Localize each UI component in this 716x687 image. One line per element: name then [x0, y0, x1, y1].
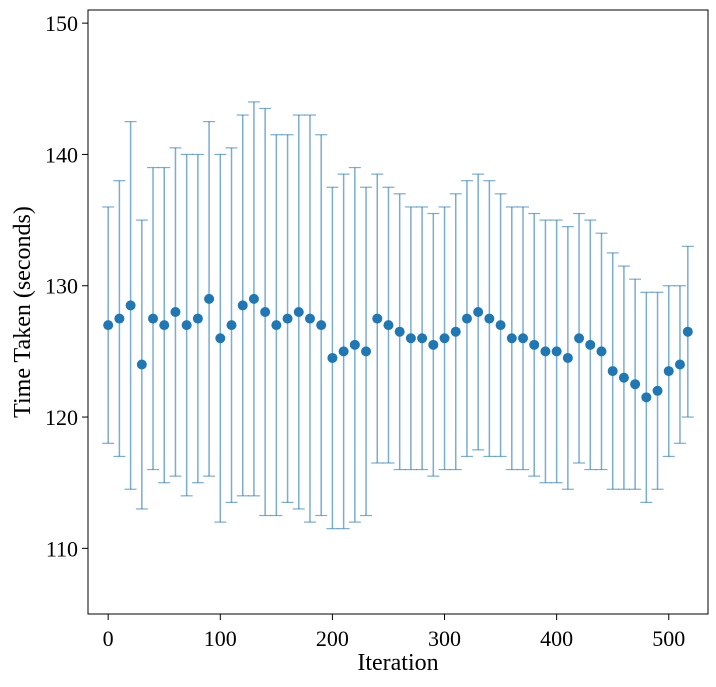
- data-point: [338, 346, 349, 357]
- data-point: [215, 333, 226, 344]
- data-point: [596, 346, 607, 357]
- data-point: [461, 313, 472, 324]
- data-point: [618, 372, 629, 383]
- data-point: [394, 326, 405, 337]
- data-point: [204, 293, 215, 304]
- data-point: [226, 320, 237, 331]
- data-point: [159, 320, 170, 331]
- x-tick-label: 100: [204, 626, 237, 651]
- data-point: [282, 313, 293, 324]
- data-point: [663, 366, 674, 377]
- data-point: [585, 339, 596, 350]
- x-tick-label: 500: [652, 626, 685, 651]
- data-point: [450, 326, 461, 337]
- x-axis-title: Iteration: [357, 650, 438, 676]
- data-point: [641, 392, 652, 403]
- data-point: [237, 300, 248, 311]
- data-point: [260, 307, 271, 317]
- data-point: [484, 313, 495, 324]
- data-point: [652, 385, 663, 396]
- x-tick-label: 200: [316, 626, 349, 651]
- data-point: [439, 333, 450, 344]
- data-point: [148, 313, 159, 324]
- data-point: [674, 359, 685, 370]
- data-point: [682, 326, 693, 337]
- y-axis-title: Time Taken (seconds): [10, 206, 36, 418]
- y-tick-label: 130: [45, 274, 78, 299]
- data-point: [125, 300, 136, 311]
- data-point: [293, 307, 304, 317]
- y-tick-label: 110: [46, 536, 78, 561]
- data-point: [495, 320, 506, 331]
- data-point: [248, 293, 259, 304]
- x-tick-label: 300: [428, 626, 461, 651]
- data-point: [428, 339, 439, 350]
- data-point: [540, 346, 551, 357]
- data-point: [607, 366, 618, 377]
- data-point: [551, 346, 562, 357]
- x-tick-label: 400: [540, 626, 573, 651]
- data-point: [181, 320, 192, 331]
- data-point: [192, 313, 203, 324]
- data-point: [349, 339, 360, 350]
- data-point: [574, 333, 585, 344]
- y-tick-label: 150: [45, 11, 78, 36]
- data-point: [136, 359, 147, 370]
- data-point: [518, 333, 529, 344]
- data-point: [383, 320, 394, 331]
- data-point: [114, 313, 125, 324]
- data-point: [372, 313, 383, 324]
- plot-frame: [87, 9, 709, 615]
- y-tick-label: 120: [45, 405, 78, 430]
- data-point: [506, 333, 517, 344]
- data-point: [405, 333, 416, 344]
- x-tick-label: 0: [103, 626, 114, 651]
- data-point: [473, 307, 484, 317]
- data-points: [103, 293, 693, 403]
- x-axis: 0 100 200 300 400 500: [103, 614, 685, 651]
- data-point: [529, 339, 540, 350]
- data-point: [327, 352, 338, 363]
- data-point: [170, 307, 181, 317]
- data-point: [271, 320, 282, 331]
- data-point: [103, 320, 114, 331]
- y-axis: 110 120 130 140 150: [45, 11, 88, 561]
- data-point: [361, 346, 372, 357]
- data-point: [304, 313, 315, 324]
- y-tick-label: 140: [45, 142, 78, 167]
- data-point: [630, 379, 641, 390]
- data-point: [417, 333, 428, 344]
- data-point: [316, 320, 327, 331]
- error-bars: [102, 101, 694, 530]
- data-point: [562, 352, 573, 363]
